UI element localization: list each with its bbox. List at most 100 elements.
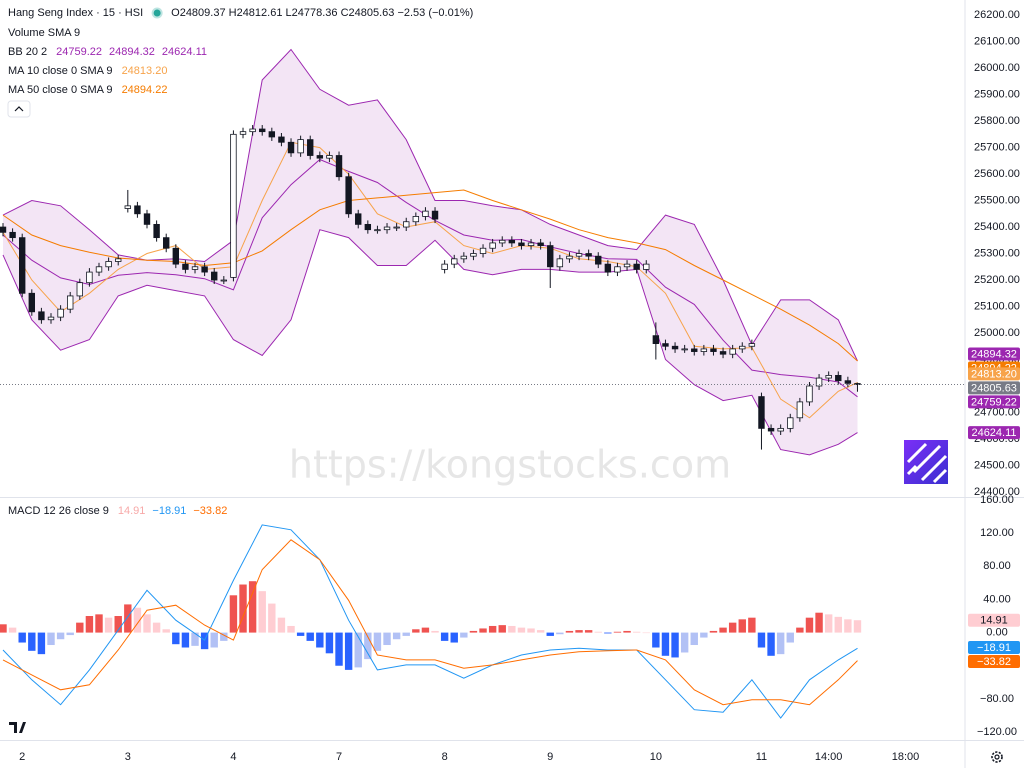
candle (431, 207, 439, 224)
histogram-bar (191, 632, 199, 646)
histogram-bar (834, 616, 842, 633)
candle (758, 392, 765, 450)
candle (451, 254, 458, 269)
y-tick-label: 26200.00 (974, 9, 1020, 21)
candle-body (259, 128, 266, 133)
candle-body (211, 271, 218, 281)
settings-button[interactable] (991, 751, 1003, 763)
price-tag (968, 654, 1020, 668)
candle-body (278, 136, 285, 143)
candle-body (691, 348, 698, 352)
candle-body (57, 308, 64, 318)
histogram-bar (412, 629, 420, 633)
candle (710, 344, 717, 356)
candle (268, 127, 276, 141)
candle (671, 342, 679, 353)
candle-body (441, 263, 448, 270)
candle-body (297, 139, 304, 154)
bb-fill (3, 49, 858, 455)
histogram-bar (85, 616, 94, 633)
histogram-bar (152, 622, 161, 633)
collapse-icon[interactable] (14, 106, 24, 112)
tv-logo-mark[interactable] (9, 722, 26, 733)
histogram-bar (623, 630, 631, 633)
candle-body (479, 247, 487, 254)
candle (652, 322, 660, 360)
candle-body (547, 245, 554, 268)
candle (297, 135, 304, 157)
histogram-bar (229, 595, 238, 633)
y-tick-label: 24400.00 (974, 486, 1020, 498)
candle-body (633, 263, 640, 270)
histogram-bar (498, 625, 506, 633)
histogram-bar (316, 632, 324, 648)
candle (67, 291, 74, 314)
candle-body (451, 258, 458, 265)
collapse-button[interactable] (7, 100, 31, 118)
histogram-bar (479, 628, 487, 633)
price-tag-label: 24813.20 (971, 368, 1017, 380)
candle-body (758, 396, 765, 429)
indicator-legend: MA 50 close 0 SMA 9 (8, 84, 113, 96)
candle-body (268, 131, 276, 138)
histogram-bar (604, 632, 612, 634)
candle-body (844, 380, 852, 384)
histogram-bar (508, 625, 516, 633)
candle-body (499, 239, 506, 244)
histogram-bar (709, 630, 718, 633)
candle-body (76, 282, 84, 297)
candle (287, 138, 295, 157)
candle-body (585, 253, 592, 257)
price-tag-label: 24894.32 (971, 348, 1017, 360)
candle-body (172, 247, 180, 265)
candle-body (335, 155, 343, 178)
candle (364, 220, 372, 234)
x-tick-label: 4 (230, 751, 236, 763)
candle-body (681, 348, 688, 351)
candle-body (623, 263, 631, 268)
tradingview-logo[interactable] (6, 718, 30, 736)
histogram-bar (172, 632, 180, 645)
collapse-button-frame[interactable] (7, 100, 31, 118)
candle-body (739, 345, 746, 350)
candle (815, 374, 823, 390)
candle-body (460, 255, 468, 260)
histogram-bar (364, 632, 372, 660)
candle (230, 130, 237, 282)
legend-reading: 24759.22 (56, 46, 102, 58)
candle (662, 339, 669, 351)
candle (681, 344, 688, 353)
candle-body (719, 351, 727, 355)
histogram-bar (594, 631, 602, 633)
candle (547, 241, 554, 288)
y-tick-label: 0.00 (986, 626, 1007, 638)
y-tick-label: 25400.00 (974, 221, 1020, 233)
histogram-bar (239, 584, 247, 633)
histogram-bar (114, 616, 122, 633)
candle (767, 424, 775, 436)
candle (854, 382, 861, 392)
settings-icon-core[interactable] (994, 754, 1000, 760)
histogram-bar (277, 617, 286, 633)
candle (460, 252, 468, 263)
candle (403, 217, 410, 232)
y-tick-label: 40.00 (983, 593, 1011, 605)
histogram-bar (440, 632, 449, 641)
indicator-line (2, 189, 858, 362)
histogram-bar (354, 632, 362, 668)
tv-logo-bg[interactable] (6, 718, 30, 736)
price-tag-label: 24624.11 (971, 427, 1016, 439)
x-tick-label: 7 (336, 751, 342, 763)
candle (134, 201, 141, 218)
candle-body (47, 316, 55, 321)
y-tick-label: 25900.00 (974, 88, 1020, 100)
candle (57, 305, 64, 322)
candle (479, 244, 487, 258)
price-tag (968, 367, 1020, 381)
settings-icon[interactable] (991, 751, 1003, 763)
candle-body (662, 343, 669, 347)
candle (345, 172, 352, 218)
candle-body (508, 239, 516, 244)
candle (47, 313, 55, 324)
y-tick-label: 120.00 (980, 527, 1014, 539)
